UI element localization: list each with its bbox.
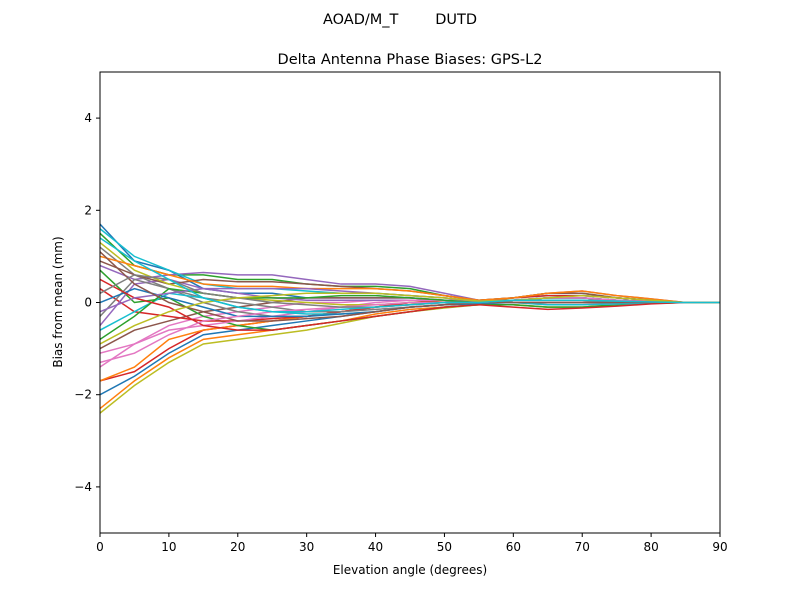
y-axis-label: Bias from mean (mm) (51, 236, 65, 367)
series-line-29 (100, 292, 720, 345)
series-line-11 (100, 301, 720, 396)
y-tick-label: 2 (84, 203, 92, 217)
y-tick-label: 0 (84, 296, 92, 310)
y-tick-label: −2 (74, 388, 92, 402)
x-tick-label: 70 (575, 540, 590, 554)
series-line-24 (100, 278, 720, 331)
x-tick-label: 50 (437, 540, 452, 554)
x-tick-label: 10 (161, 540, 176, 554)
figure-suptitle: AOAD/M_T DUTD (323, 12, 477, 28)
y-tick-label: 4 (84, 111, 92, 125)
x-tick-label: 20 (230, 540, 245, 554)
x-tick-label: 30 (299, 540, 314, 554)
x-tick-label: 90 (712, 540, 727, 554)
x-tick-label: 40 (368, 540, 383, 554)
x-tick-label: 0 (96, 540, 104, 554)
chart-title: Delta Antenna Phase Biases: GPS-L2 (278, 52, 543, 68)
series-line-22 (100, 255, 720, 304)
y-tick-label: −4 (74, 480, 92, 494)
series-line-27 (100, 297, 720, 364)
series-line-30 (100, 237, 720, 313)
x-tick-label: 60 (506, 540, 521, 554)
x-tick-label: 80 (643, 540, 658, 554)
series-line-26 (100, 251, 720, 322)
x-axis-label: Elevation angle (degrees) (333, 563, 487, 577)
plot-area-frame (99, 71, 721, 534)
